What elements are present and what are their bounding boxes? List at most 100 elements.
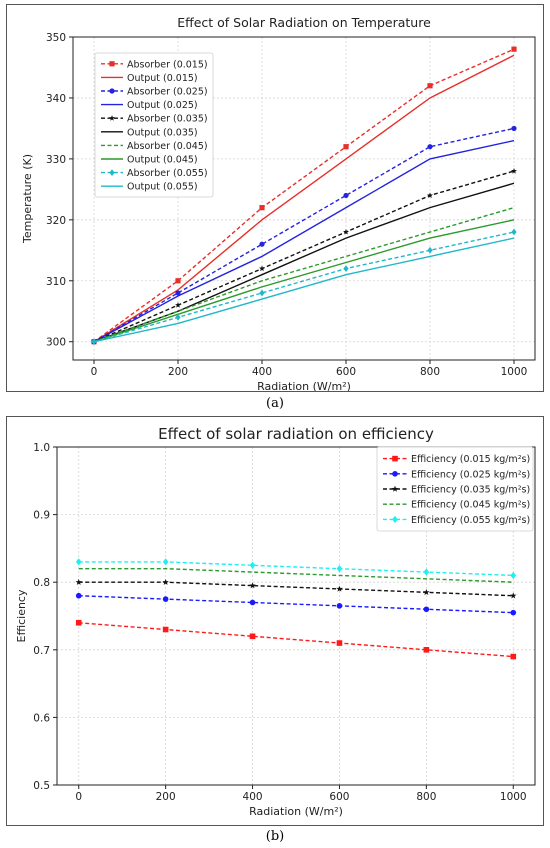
series-line — [78, 561, 514, 577]
legend-entry: Output (0.045) — [127, 155, 198, 166]
y-tick-label: 310 — [46, 276, 66, 288]
data-point — [249, 561, 256, 569]
data-point — [175, 302, 181, 308]
panel-temperature-chart: 0 200 400 600 800 1000 300 310 320 330 340 350 Effec… — [6, 4, 544, 392]
data-point — [75, 619, 82, 626]
data-point — [162, 626, 169, 633]
legend-box — [94, 52, 214, 198]
caption-a: (a) — [266, 396, 284, 411]
y-tick-label: 300 — [46, 337, 66, 349]
data-point — [343, 192, 349, 199]
data-point — [423, 588, 430, 596]
series-line — [78, 595, 514, 614]
legend-entry: Absorber (0.055) — [127, 168, 208, 179]
series-line — [78, 567, 514, 583]
data-point — [336, 585, 343, 592]
legend-entry: Output (0.015) — [127, 73, 198, 84]
data-point — [343, 228, 349, 235]
x-tick-label: 0 — [91, 366, 98, 378]
plot-frame — [56, 446, 536, 786]
y-tick-label: 0.5 — [33, 780, 50, 792]
series-6 — [93, 206, 515, 343]
data-point — [259, 205, 265, 211]
y-tick-label: 0.7 — [33, 645, 50, 657]
legend-marker — [391, 485, 399, 492]
series-line — [93, 219, 515, 343]
legend-entry: Absorber (0.025) — [127, 87, 208, 98]
y-tick-label: 1.0 — [33, 442, 50, 454]
data-point — [175, 313, 181, 321]
legend-entry: Absorber (0.015) — [127, 59, 208, 70]
series-3 — [78, 567, 514, 583]
data-point — [75, 578, 82, 585]
data-point — [511, 167, 517, 174]
data-point — [75, 558, 82, 566]
series-8 — [91, 228, 517, 346]
data-point — [423, 606, 430, 613]
data-point — [175, 278, 181, 284]
legend-marker — [109, 169, 115, 176]
data-point — [427, 192, 433, 198]
series-line — [78, 581, 514, 597]
data-point — [511, 46, 517, 52]
x-tick-label: 1000 — [501, 366, 528, 378]
legend-entry: Efficiency (0.045 kg/m²s) — [411, 500, 530, 511]
data-point — [162, 596, 169, 602]
y-tick-label: 330 — [46, 154, 66, 166]
series-1 — [93, 54, 515, 343]
legend-marker — [109, 88, 115, 94]
legend-entry: Efficiency (0.025 kg/m²s) — [411, 469, 530, 480]
data-point — [510, 609, 517, 616]
series-9 — [93, 237, 515, 343]
caption-b: (b) — [265, 829, 285, 844]
data-point — [510, 592, 517, 599]
efficiency-chart-svg: 0 200 400 600 800 1000 0.5 0.6 0.7 0.8 0.9 1.0 Effec… — [15, 425, 536, 818]
series-5 — [93, 182, 515, 343]
chart-title: Effect of solar radiation on efficiency — [158, 425, 434, 443]
x-tick-label: 800 — [420, 366, 440, 378]
x-tick-label: 0 — [75, 791, 82, 803]
series-1 — [75, 592, 517, 616]
legend-marker — [392, 455, 398, 462]
legend-marker — [392, 515, 398, 524]
x-tick-label: 800 — [416, 791, 436, 803]
legend-entry: Output (0.035) — [127, 127, 198, 138]
x-tick-label: 200 — [156, 791, 176, 803]
plot-frame — [72, 36, 536, 361]
y-tick-label: 320 — [46, 215, 66, 227]
data-point — [427, 246, 433, 254]
x-tick-label: 200 — [168, 366, 188, 378]
data-point — [510, 571, 517, 580]
series-line — [93, 139, 515, 343]
y-tick-label: 0.8 — [33, 577, 50, 589]
x-axis-label: Radiation (W/m²) — [257, 380, 351, 391]
series-line — [93, 182, 515, 343]
series-line — [93, 48, 515, 343]
x-axis-label: Radiation (W/m²) — [249, 805, 343, 818]
panel-efficiency-chart: 0 200 400 600 800 1000 0.5 0.6 0.7 0.8 0.9 1.0 Effec… — [6, 416, 544, 826]
series-4 — [75, 558, 517, 580]
data-point — [336, 640, 343, 646]
data-point — [427, 144, 433, 150]
y-tick-label: 340 — [46, 93, 66, 105]
legend-marker — [109, 61, 115, 67]
series-line — [93, 231, 515, 343]
legend-entry: Efficiency (0.055 kg/m²s) — [411, 515, 530, 526]
legend: Efficiency (0.015 kg/m²s) Efficiency (0.0… — [376, 446, 534, 532]
data-point — [511, 228, 517, 236]
x-tick-label: 600 — [336, 366, 356, 378]
legend: Absorber (0.015) Output (0.015) Absorber (… — [94, 52, 214, 198]
series-3 — [93, 139, 515, 343]
legend-entry: Output (0.055) — [127, 182, 198, 193]
data-point — [259, 265, 265, 272]
data-point — [343, 265, 349, 272]
series-line — [93, 170, 515, 343]
chart-title: Effect of Solar Radiation on Temperature — [177, 15, 431, 30]
data-point — [249, 599, 256, 606]
data-point — [162, 578, 169, 585]
x-tick-label: 400 — [252, 366, 272, 378]
y-tick-label: 0.9 — [33, 510, 50, 522]
x-tick-label: 600 — [329, 791, 349, 803]
data-point — [423, 568, 430, 576]
data-point — [336, 603, 343, 609]
